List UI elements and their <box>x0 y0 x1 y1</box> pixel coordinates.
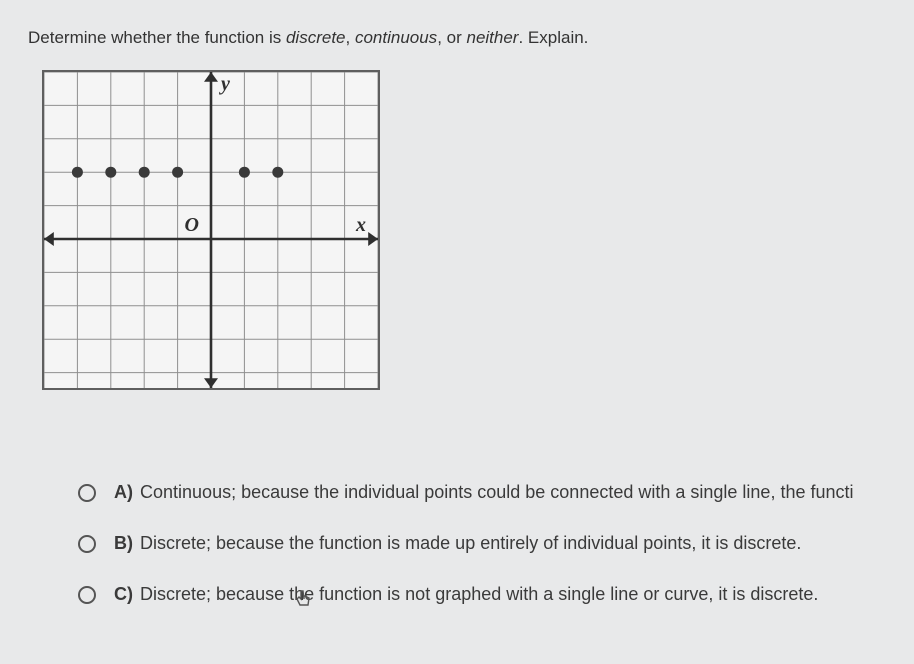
answer-option-c[interactable]: C) Discrete; because the function is not… <box>78 584 886 605</box>
question-term-discrete: discrete <box>286 28 346 47</box>
answer-text: Continuous; because the individual point… <box>140 482 853 502</box>
question-tail: . Explain. <box>518 28 588 47</box>
answer-label: C) Discrete; because the function is not… <box>114 584 818 605</box>
question-term-continuous: continuous <box>355 28 437 47</box>
answer-label: A) Continuous; because the individual po… <box>114 482 854 503</box>
answer-label: B) Discrete; because the function is mad… <box>114 533 801 554</box>
svg-text:x: x <box>355 214 366 236</box>
answer-key: A) <box>114 482 133 502</box>
question-sep1: , <box>346 28 355 47</box>
answer-option-b[interactable]: B) Discrete; because the function is mad… <box>78 533 886 554</box>
answer-text-pre: Discrete; because <box>140 584 289 604</box>
page: Determine whether the function is discre… <box>0 0 914 605</box>
radio-icon <box>78 535 96 553</box>
svg-text:y: y <box>219 73 230 95</box>
question-sep2: , or <box>437 28 466 47</box>
graph: y x O <box>42 70 380 390</box>
cursor-pointer-icon <box>295 590 313 610</box>
question-lead: Determine whether the function is <box>28 28 286 47</box>
graph-svg: y x O <box>44 72 378 388</box>
answer-option-a[interactable]: A) Continuous; because the individual po… <box>78 482 886 503</box>
answer-text: Discrete; because the function is made u… <box>140 533 801 553</box>
answer-list: A) Continuous; because the individual po… <box>28 482 886 605</box>
question-term-neither: neither <box>466 28 518 47</box>
answer-text-mid: the <box>289 584 314 604</box>
radio-icon <box>78 586 96 604</box>
answer-key: B) <box>114 533 133 553</box>
svg-text:O: O <box>185 214 199 236</box>
radio-icon <box>78 484 96 502</box>
answer-key: C) <box>114 584 133 604</box>
answer-text-post: function is not graphed with a single li… <box>314 584 818 604</box>
question-prompt: Determine whether the function is discre… <box>28 28 886 48</box>
